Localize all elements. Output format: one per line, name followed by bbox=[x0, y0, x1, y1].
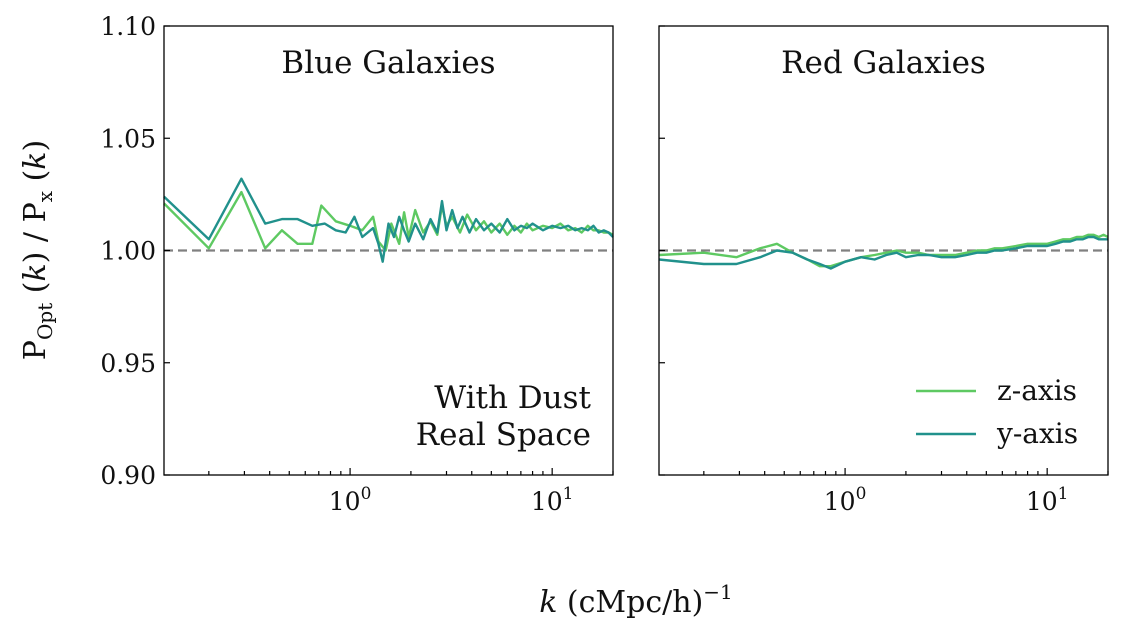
x-tick-label: 100 bbox=[824, 484, 867, 516]
panel-blue-galaxies: 0.90 0.95 1.00 1.05 1.10 100 101 Blue Galaxies W… bbox=[100, 12, 614, 516]
series-line-y-axis bbox=[163, 177, 614, 263]
panel-title: Blue Galaxies bbox=[281, 45, 495, 81]
y-tick-label: 1.00 bbox=[100, 237, 156, 266]
y-tick-label: 0.90 bbox=[100, 461, 156, 490]
y-tick-label: 0.95 bbox=[100, 349, 156, 378]
series-line-y-axis bbox=[658, 235, 1108, 270]
y-tick-label: 1.10 bbox=[100, 12, 156, 41]
annotation-text: With Dust bbox=[434, 380, 591, 416]
x-tick-label: 101 bbox=[1026, 484, 1069, 516]
panel-red-galaxies: 100 101 Red Galaxies z-axis y-axis bbox=[658, 25, 1109, 516]
annotation-text: Real Space bbox=[416, 417, 591, 453]
series-line-z-axis bbox=[163, 190, 614, 252]
x-tick-label: 101 bbox=[531, 484, 574, 516]
y-tick-label: 1.05 bbox=[100, 124, 156, 153]
panel-title: Red Galaxies bbox=[781, 45, 986, 81]
x-tick-label: 100 bbox=[329, 484, 372, 516]
y-axis-label: POpt (k) / Px (k) bbox=[18, 140, 57, 360]
x-axis-label: k (cMpc/h)−1 bbox=[539, 580, 733, 620]
legend-label: z-axis bbox=[997, 374, 1077, 407]
legend-label: y-axis bbox=[996, 417, 1078, 450]
